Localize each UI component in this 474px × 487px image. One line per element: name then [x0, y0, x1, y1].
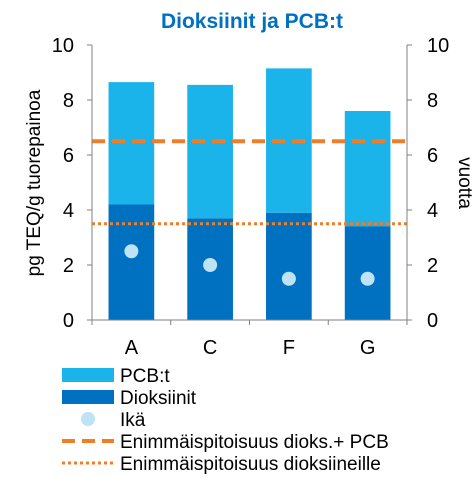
- bar-pcb-t-a: [108, 82, 155, 205]
- x-tick-label: C: [203, 337, 217, 359]
- y2-axis-label: vuotta: [454, 157, 474, 209]
- x-tick-label: G: [360, 337, 376, 359]
- bar-pcb-t-c: [187, 84, 233, 219]
- legend-label: Dioksiinit: [120, 388, 197, 409]
- y-tick-label: 0: [63, 310, 74, 332]
- legend-swatch-ik: [81, 412, 95, 426]
- legend-label: Enimmäispitoisuus dioksiineille: [120, 454, 381, 475]
- point-ika-f: [281, 271, 296, 286]
- x-tick-label: F: [283, 337, 295, 359]
- y2-tick-label: 2: [427, 255, 438, 277]
- y2-tick-label: 4: [427, 200, 438, 222]
- legend-label: Enimmäispitoisuus dioks.+ PCB: [120, 432, 389, 453]
- point-ika-g: [360, 271, 375, 286]
- y-tick-label: 8: [63, 90, 74, 112]
- y-tick-label: 10: [52, 35, 74, 57]
- y-tick-label: 2: [63, 255, 74, 277]
- bar-pcb-t-g: [344, 111, 391, 227]
- legend-swatch-dioksiinit: [62, 390, 114, 404]
- y2-tick-label: 10: [427, 35, 449, 57]
- chart-title: Dioksiinit ja PCB:t: [161, 10, 343, 33]
- legend-label: PCB:t: [120, 366, 170, 387]
- legend-swatch-pcb-t: [62, 368, 114, 382]
- y2-tick-label: 6: [427, 145, 438, 167]
- y2-tick-label: 0: [427, 310, 438, 332]
- y2-tick-label: 8: [427, 90, 438, 112]
- y-tick-label: 6: [63, 145, 74, 167]
- legend-label: Ikä: [120, 410, 146, 431]
- y-axis-label: pg TEQ/g tuorepainoa: [24, 89, 45, 276]
- y-tick-label: 4: [63, 200, 74, 222]
- point-ika-c: [203, 258, 218, 272]
- x-tick-label: A: [125, 337, 139, 359]
- bar-dioksiinit-f: [266, 212, 312, 320]
- point-ika-a: [124, 244, 139, 259]
- bar-dioksiinit-a: [108, 204, 155, 320]
